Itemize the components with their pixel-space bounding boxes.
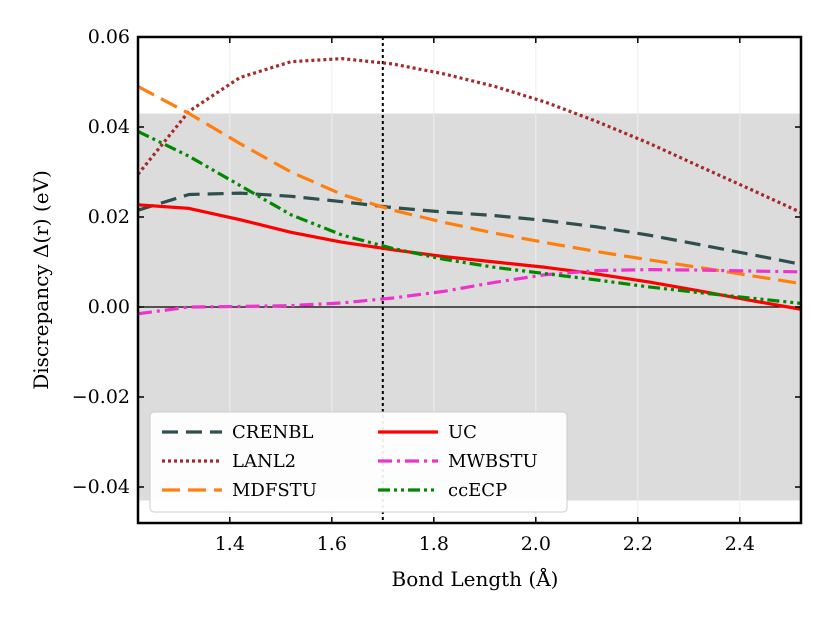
series-line-ccecp bbox=[138, 130, 801, 305]
axes: 1.4 1.6 1.8 2.0 2.2 2.4 −0.04 −0.02 0.00 0.02 0.04… bbox=[72, 26, 803, 555]
x-tick-label: 1.8 bbox=[419, 533, 449, 555]
x-tick-label: 1.4 bbox=[215, 533, 245, 555]
legend-label-mwbstu: MWBSTU bbox=[448, 451, 538, 472]
legend-label-ccecp: ccECP bbox=[448, 480, 507, 501]
legend-label-lanl2: LANL2 bbox=[232, 451, 296, 472]
legend-box bbox=[149, 411, 568, 513]
y-tick-label: 0.02 bbox=[88, 206, 130, 228]
y-tick-label: 0.04 bbox=[88, 116, 130, 138]
y-tick-label: 0.00 bbox=[88, 296, 130, 318]
x-tick-label: 1.6 bbox=[317, 533, 347, 555]
y-tick-label: 0.06 bbox=[88, 26, 130, 48]
legend-label-uc: UC bbox=[448, 422, 477, 443]
x-tick-label: 2.0 bbox=[521, 533, 551, 555]
x-tick-label: 2.4 bbox=[725, 533, 755, 555]
x-axis-title: Bond Length (Å) bbox=[392, 566, 559, 591]
legend-label-mdfstu: MDFSTU bbox=[232, 480, 317, 501]
series-line-mdfstu bbox=[138, 85, 801, 286]
legend: CRENBL LANL2 MDFSTU UC MWBSTU ccECP bbox=[149, 411, 568, 513]
y-axis-title: Discrepancy Δ(r) (eV) bbox=[29, 170, 53, 390]
y-tick-label: −0.04 bbox=[72, 476, 130, 498]
series-line-mwbstu bbox=[138, 268, 801, 316]
plot-frame bbox=[136, 35, 803, 525]
series-line-lanl2 bbox=[138, 57, 801, 214]
series-line-crenbl bbox=[138, 191, 801, 266]
x-tick-label: 2.2 bbox=[623, 533, 653, 555]
y-tick-label: −0.02 bbox=[72, 386, 130, 408]
series-line-uc bbox=[138, 203, 801, 311]
legend-label-crenbl: CRENBL bbox=[232, 422, 313, 443]
